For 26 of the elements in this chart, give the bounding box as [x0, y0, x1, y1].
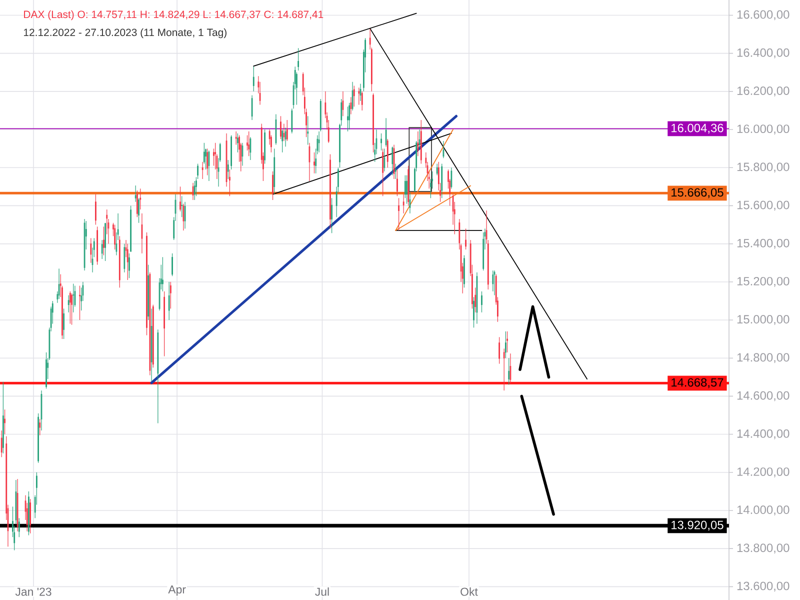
- ref-line-label: 16.004,36: [672, 124, 724, 134]
- y-tick-label: 13.800,00: [737, 544, 790, 554]
- y-tick-label: 14.400,00: [737, 429, 790, 440]
- y-tick-label: 14.600,00: [737, 391, 790, 402]
- text: 12.12.2022 - 27.10.2023 (11 Monate, 1 Tag): [24, 28, 226, 38]
- y-tick-label: 14.200,00: [737, 467, 790, 478]
- x-tick-label: Okt: [460, 587, 478, 596]
- y-tick-label: 16.600,00: [737, 10, 790, 20]
- y-tick-label: 15.400,00: [737, 238, 790, 249]
- x-tick-label: Apr: [168, 586, 186, 596]
- y-tick-label: 16.000,00: [737, 124, 790, 134]
- y-tick-label: 16.400,00: [737, 48, 790, 58]
- y-tick-label: 15.200,00: [737, 276, 790, 287]
- text: DAX (Last) O: 14.757,11 H: 14.824,29 L: 14.667,37 C: 14.687,41: [24, 10, 324, 20]
- x-tick-label: Jan '23: [15, 588, 52, 596]
- ref-line-label: 13.920,05: [672, 520, 724, 531]
- y-tick-label: 15.600,00: [737, 200, 790, 211]
- ref-line-label: 14.668,57: [672, 378, 724, 388]
- ref-line-label: 15.666,05: [672, 188, 724, 198]
- y-tick-label: 15.800,00: [737, 162, 790, 173]
- y-tick-label: 14.800,00: [737, 353, 790, 364]
- y-tick-label: 14.000,00: [737, 506, 790, 516]
- x-tick-label: Jul: [315, 587, 329, 596]
- y-tick-label: 13.600,00: [737, 582, 790, 592]
- y-tick-label: 16.200,00: [737, 86, 790, 96]
- y-tick-label: 15.000,00: [737, 315, 790, 325]
